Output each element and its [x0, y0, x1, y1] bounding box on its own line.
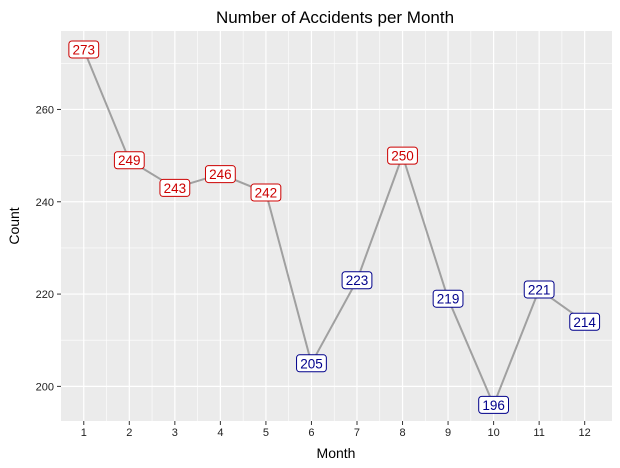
x-axis-title: Month — [317, 445, 356, 461]
data-label-text: 242 — [255, 186, 278, 201]
data-label-box — [68, 40, 100, 59]
data-label-box — [159, 178, 191, 197]
data-label-text: 249 — [118, 153, 141, 168]
data-label-text: 205 — [300, 356, 323, 371]
x-tick-label: 4 — [217, 427, 223, 439]
data-label-text: 273 — [73, 42, 96, 57]
data-labels: 273 249 243 246 242 205 223 250 219 196 221 214 — [68, 40, 601, 414]
data-label-text: 214 — [573, 315, 596, 330]
data-label: 221 — [523, 280, 555, 299]
data-label-text: 243 — [164, 181, 187, 196]
x-tick-label: 6 — [308, 427, 314, 439]
data-label-text: 223 — [346, 273, 369, 288]
x-tick-label: 8 — [399, 427, 405, 439]
data-label-text: 196 — [482, 398, 505, 413]
x-tick-label: 7 — [354, 427, 360, 439]
data-label-text: 250 — [391, 149, 414, 164]
data-label-box — [204, 165, 236, 184]
data-label-text: 221 — [528, 282, 551, 297]
data-label-box — [478, 395, 510, 414]
data-label-box — [387, 146, 418, 165]
x-tick-label: 1 — [81, 427, 87, 439]
chart-title: Number of Accidents per Month — [216, 8, 454, 27]
data-label-box — [523, 280, 555, 299]
data-label: 205 — [296, 354, 327, 373]
data-label: 273 — [68, 40, 100, 59]
y-tick-label: 220 — [36, 289, 54, 301]
data-label-box — [296, 354, 327, 373]
y-tick-label: 240 — [36, 197, 54, 209]
data-label: 196 — [478, 395, 510, 414]
data-label: 246 — [204, 165, 236, 184]
x-tick-label: 5 — [263, 427, 269, 439]
data-label: 249 — [113, 151, 145, 170]
x-tick-label: 10 — [487, 427, 499, 439]
x-tick-label: 11 — [533, 427, 544, 439]
x-axis: 1 2 3 4 5 6 7 8 9 10 11 12 — [81, 421, 591, 439]
x-tick-label: 12 — [579, 427, 591, 439]
y-axis: 200 220 240 260 — [36, 104, 61, 393]
x-tick-label: 9 — [445, 427, 451, 439]
data-label-text: 246 — [209, 167, 232, 182]
data-label: 242 — [250, 183, 282, 202]
grid-lines — [61, 31, 612, 421]
x-tick-label: 2 — [126, 427, 132, 439]
x-tick-label: 3 — [172, 427, 178, 439]
data-label-box — [113, 151, 145, 170]
data-label-text: 219 — [437, 292, 460, 307]
data-label: 250 — [387, 146, 418, 165]
data-label-box — [432, 289, 464, 308]
data-label: 219 — [432, 289, 464, 308]
data-label: 243 — [159, 178, 191, 197]
data-label-box — [250, 183, 282, 202]
data-label: 214 — [569, 312, 601, 331]
y-axis-title: Count — [6, 207, 22, 244]
y-tick-label: 260 — [36, 104, 54, 116]
data-label-box — [341, 271, 373, 290]
y-tick-label: 200 — [36, 381, 54, 393]
data-label-box — [569, 312, 601, 331]
plot-panel — [61, 31, 612, 421]
data-label: 223 — [341, 271, 373, 290]
